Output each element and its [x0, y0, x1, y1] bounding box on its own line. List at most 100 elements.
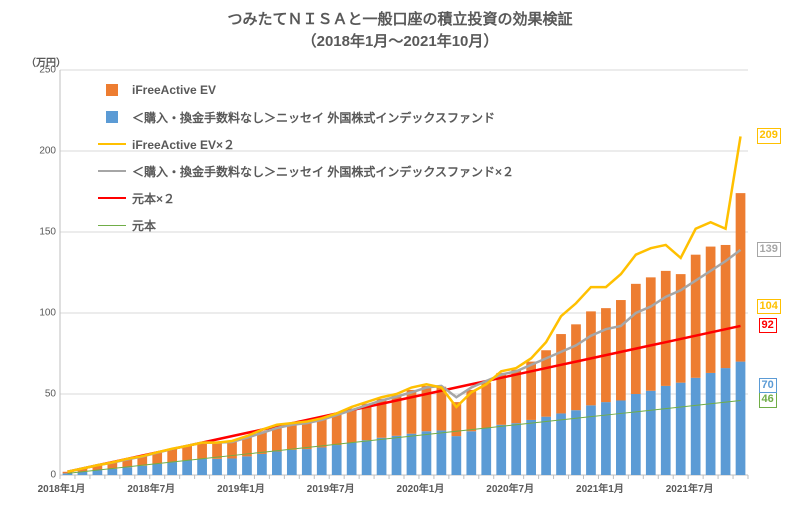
bar-ifree-active-ev — [302, 422, 312, 449]
x-tick-label: 2018年1月 — [38, 480, 86, 495]
legend: iFreeActive EV ＜購入・換金手数料なし＞ニッセイ 外国株式インデック… — [98, 82, 514, 244]
bar-ifree-active-ev — [736, 193, 746, 361]
bar-nissei-index-fund — [227, 458, 237, 475]
bar-ifree-active-ev — [182, 446, 192, 461]
x-tick-label: 2021年7月 — [666, 480, 714, 495]
y-tick-label: 100 — [39, 308, 56, 319]
bar-nissei-index-fund — [302, 449, 312, 475]
bar-ifree-active-ev — [691, 255, 701, 378]
legend-line-icon — [98, 143, 126, 145]
chart-svg — [0, 0, 800, 522]
legend-swatch — [98, 225, 126, 226]
end-data-label: 92 — [759, 318, 777, 333]
y-tick-label: 150 — [39, 227, 56, 238]
bar-nissei-index-fund — [601, 402, 611, 475]
bar-nissei-index-fund — [392, 436, 402, 475]
legend-swatch — [98, 143, 126, 145]
legend-item: ＜購入・換金手数料なし＞ニッセイ 外国株式インデックスファンド — [98, 109, 514, 125]
end-data-label: 104 — [757, 299, 781, 314]
bar-nissei-index-fund — [197, 459, 207, 475]
y-tick-label: 250 — [39, 65, 56, 76]
bar-nissei-index-fund — [407, 434, 417, 475]
x-tick-label: 2018年7月 — [127, 480, 175, 495]
bar-ifree-active-ev — [496, 373, 506, 425]
legend-label: ＜購入・換金手数料なし＞ニッセイ 外国株式インデックスファンド — [132, 109, 495, 126]
x-tick-label: 2019年7月 — [307, 480, 355, 495]
legend-block-icon — [106, 84, 118, 96]
bar-nissei-index-fund — [736, 362, 746, 475]
x-tick-label: 2020年7月 — [486, 480, 534, 495]
bar-nissei-index-fund — [422, 431, 432, 475]
legend-line-icon — [98, 225, 126, 226]
bar-nissei-index-fund — [691, 378, 701, 475]
legend-item: iFreeActive EV×２ — [98, 136, 514, 152]
legend-item: ＜購入・換金手数料なし＞ニッセイ 外国株式インデックスファンド×２ — [98, 163, 514, 179]
bar-nissei-index-fund — [287, 450, 297, 475]
legend-block-icon — [106, 111, 118, 123]
bar-nissei-index-fund — [571, 410, 581, 475]
bar-nissei-index-fund — [317, 447, 327, 475]
legend-line-icon — [98, 197, 126, 199]
chart-container: つみたてＮＩＳＡと一般口座の積立投資の効果検証 （2018年1月～2021年10… — [0, 0, 800, 522]
legend-item: 元本 — [98, 217, 514, 233]
bar-nissei-index-fund — [481, 428, 491, 475]
bar-nissei-index-fund — [646, 391, 656, 475]
bar-nissei-index-fund — [586, 405, 596, 475]
bar-nissei-index-fund — [676, 383, 686, 475]
y-tick-label: 200 — [39, 146, 56, 157]
bar-nissei-index-fund — [556, 413, 566, 475]
bar-ifree-active-ev — [511, 370, 521, 423]
legend-label: iFreeActive EV×２ — [132, 136, 235, 153]
y-tick-label: 0 — [50, 470, 56, 481]
bar-nissei-index-fund — [212, 459, 222, 475]
bar-nissei-index-fund — [257, 454, 267, 475]
bar-nissei-index-fund — [526, 420, 536, 475]
legend-label: iFreeActive EV — [132, 83, 216, 97]
bar-nissei-index-fund — [332, 445, 342, 475]
bar-nissei-index-fund — [511, 423, 521, 475]
bar-ifree-active-ev — [481, 383, 491, 428]
legend-line-icon — [98, 170, 126, 172]
end-data-label: 209 — [757, 128, 781, 143]
end-data-label: 70 — [759, 378, 777, 393]
bar-ifree-active-ev — [197, 443, 207, 459]
bar-nissei-index-fund — [347, 443, 357, 475]
bar-nissei-index-fund — [107, 469, 117, 475]
x-tick-label: 2019年1月 — [217, 480, 265, 495]
x-tick-label: 2020年1月 — [397, 480, 445, 495]
legend-item: 元本×２ — [98, 190, 514, 206]
legend-label: 元本 — [132, 217, 156, 234]
bar-nissei-index-fund — [137, 466, 147, 475]
legend-label: 元本×２ — [132, 190, 175, 207]
bar-ifree-active-ev — [646, 277, 656, 390]
bar-nissei-index-fund — [152, 464, 162, 475]
bar-ifree-active-ev — [706, 247, 716, 373]
bar-ifree-active-ev — [362, 404, 372, 440]
bar-nissei-index-fund — [242, 456, 252, 475]
bar-nissei-index-fund — [167, 462, 177, 475]
bar-nissei-index-fund — [661, 386, 671, 475]
bar-nissei-index-fund — [362, 440, 372, 475]
legend-item: iFreeActive EV — [98, 82, 514, 98]
bar-ifree-active-ev — [556, 334, 566, 413]
bar-ifree-active-ev — [332, 414, 342, 445]
end-data-label: 46 — [759, 392, 777, 407]
bar-nissei-index-fund — [377, 438, 387, 475]
legend-swatch — [98, 111, 126, 123]
bar-ifree-active-ev — [287, 424, 297, 450]
legend-label: ＜購入・換金手数料なし＞ニッセイ 外国株式インデックスファンド×２ — [132, 163, 514, 180]
bar-nissei-index-fund — [63, 473, 73, 475]
bar-nissei-index-fund — [496, 425, 506, 475]
bar-nissei-index-fund — [272, 452, 282, 475]
bar-nissei-index-fund — [466, 431, 476, 475]
bar-ifree-active-ev — [661, 271, 671, 386]
end-data-label: 139 — [757, 242, 781, 257]
legend-swatch — [98, 170, 126, 172]
bar-ifree-active-ev — [631, 284, 641, 394]
bar-nissei-index-fund — [721, 368, 731, 475]
bar-nissei-index-fund — [616, 400, 626, 475]
bar-ifree-active-ev — [571, 324, 581, 410]
y-tick-label: 50 — [45, 389, 56, 400]
legend-swatch — [98, 197, 126, 199]
bar-nissei-index-fund — [451, 436, 461, 475]
